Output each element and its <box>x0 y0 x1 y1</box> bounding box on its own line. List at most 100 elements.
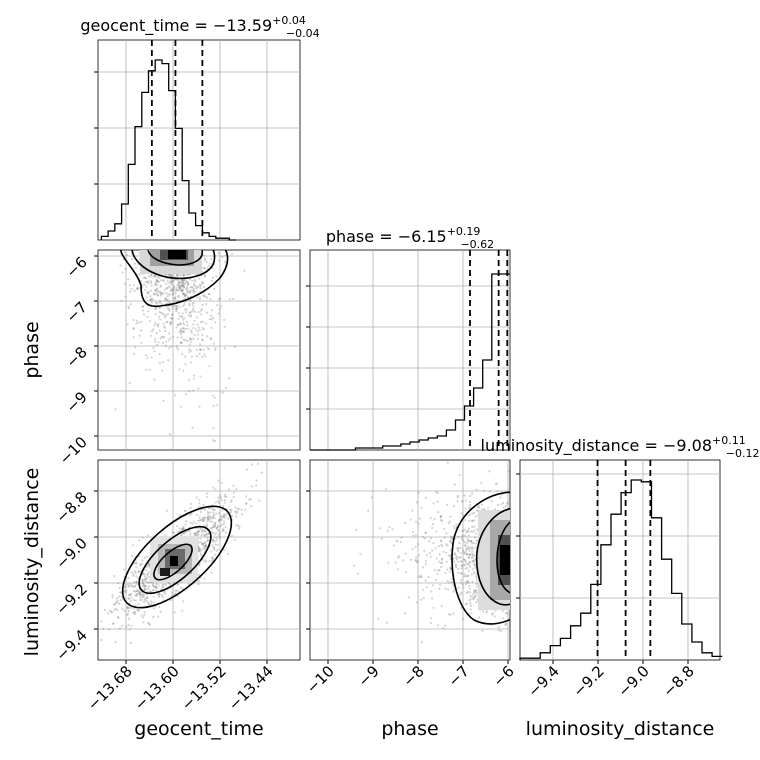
sample-point <box>164 291 167 295</box>
sample-point <box>204 355 207 358</box>
sample-point <box>158 306 161 309</box>
sample-point <box>156 323 159 326</box>
sample-point <box>453 527 456 530</box>
sample-point <box>180 284 183 288</box>
sample-point <box>206 532 209 536</box>
sample-point <box>147 571 150 574</box>
sample-point <box>175 306 178 309</box>
sample-point <box>224 531 228 534</box>
sample-point <box>133 607 136 610</box>
sample-point <box>91 615 93 617</box>
sample-point <box>474 590 478 593</box>
sample-point <box>196 316 199 319</box>
sample-point <box>184 327 187 330</box>
sample-point <box>219 516 222 519</box>
sample-point <box>385 488 388 491</box>
sample-point <box>437 545 441 548</box>
sample-point <box>157 593 160 596</box>
sample-point <box>174 297 177 300</box>
sample-point <box>165 509 168 512</box>
sample-point <box>448 520 451 523</box>
sample-point <box>214 347 217 350</box>
sample-point <box>182 330 185 333</box>
sample-point <box>154 321 157 324</box>
sample-point <box>468 591 471 594</box>
sample-point <box>153 324 156 327</box>
sample-point <box>176 336 179 339</box>
sample-point <box>201 355 204 358</box>
sample-point <box>136 287 139 291</box>
sample-point <box>132 284 135 287</box>
sample-point <box>203 508 206 512</box>
sample-point <box>201 528 204 531</box>
sample-point <box>206 335 209 338</box>
sample-point <box>178 527 181 530</box>
sample-point <box>163 590 166 593</box>
sample-point <box>466 566 469 569</box>
sample-point <box>414 559 417 562</box>
sample-point <box>165 299 168 302</box>
sample-point <box>424 496 427 499</box>
sample-point <box>112 622 115 625</box>
sample-point <box>180 532 183 536</box>
sample-point <box>460 606 463 610</box>
sample-point <box>181 353 184 356</box>
sample-point <box>158 592 161 596</box>
sample-point <box>129 303 132 306</box>
sample-point <box>214 321 217 324</box>
sample-point <box>467 556 471 559</box>
sample-point <box>171 305 174 308</box>
sample-point <box>150 301 153 304</box>
y-ticks <box>306 285 310 410</box>
sample-point <box>217 529 220 532</box>
sample-point <box>150 602 153 605</box>
title-name: geocent_time <box>80 16 189 36</box>
sample-point <box>126 606 129 609</box>
sample-point <box>135 575 138 578</box>
sample-point <box>237 508 240 511</box>
sample-point <box>158 362 161 365</box>
sample-point <box>137 577 140 580</box>
sample-point <box>432 502 435 505</box>
sample-point <box>153 275 156 278</box>
sample-point <box>412 531 415 534</box>
sample-point <box>182 274 185 278</box>
sample-point <box>159 337 162 340</box>
sample-point <box>202 293 205 296</box>
sample-point <box>171 317 174 320</box>
sample-point <box>465 531 468 534</box>
sample-point <box>420 506 423 509</box>
y-tick-label: −10 <box>56 433 91 468</box>
sample-point <box>468 513 472 517</box>
sample-point <box>141 305 144 308</box>
sample-point <box>455 558 458 561</box>
sample-point <box>130 571 134 574</box>
sample-point <box>474 532 477 535</box>
sample-point <box>220 518 223 521</box>
title-name: luminosity_distance <box>481 436 640 456</box>
sample-point <box>127 583 130 586</box>
sample-point <box>158 301 161 304</box>
sample-point <box>460 512 463 515</box>
sample-point <box>203 259 207 262</box>
sample-point <box>162 336 166 339</box>
sample-point <box>138 590 141 593</box>
sample-point <box>170 280 173 283</box>
sample-point <box>183 295 186 298</box>
sample-point <box>511 566 513 568</box>
sample-point <box>123 610 126 613</box>
sample-point <box>471 560 474 563</box>
sample-point <box>182 600 185 603</box>
sample-point <box>463 558 466 561</box>
sample-point <box>179 329 182 332</box>
sample-point <box>197 529 200 532</box>
sample-point <box>195 285 198 288</box>
sample-point <box>445 560 448 563</box>
sample-point <box>186 291 189 294</box>
sample-point <box>144 277 148 280</box>
sample-point <box>457 535 460 538</box>
sample-point <box>464 583 468 586</box>
sample-point <box>177 296 180 299</box>
sample-point <box>177 348 180 351</box>
sample-point <box>451 537 454 541</box>
